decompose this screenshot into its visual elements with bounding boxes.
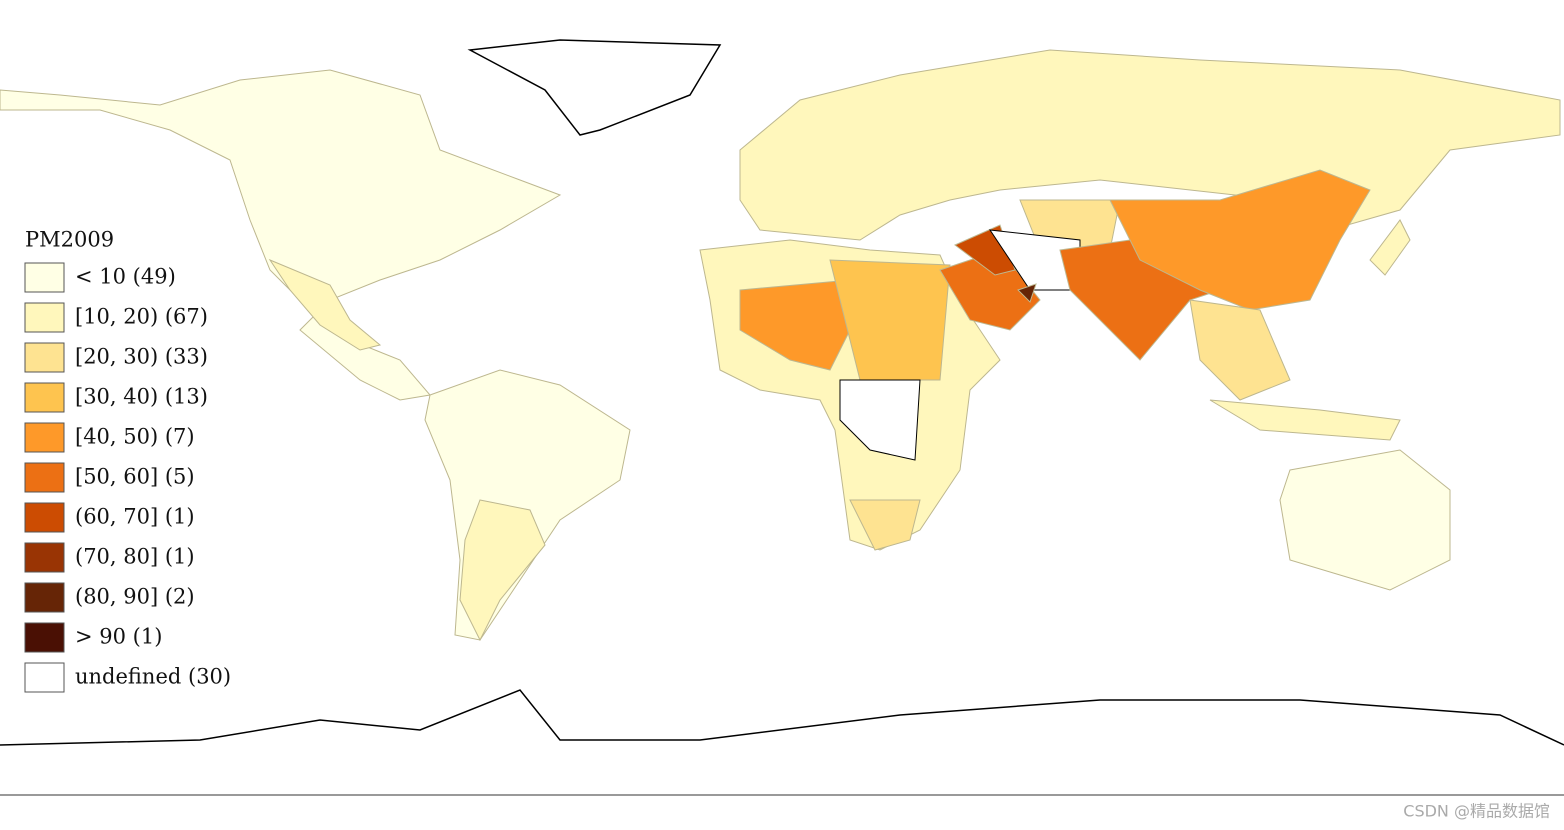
legend-swatch — [24, 462, 65, 493]
sahel-east — [829, 259, 951, 381]
legend-label: (70, 80] (1) — [75, 545, 195, 569]
australia — [1279, 449, 1451, 591]
legend-label: > 90 (1) — [75, 625, 162, 649]
legend-label: [20, 30) (33) — [75, 345, 208, 369]
mexico — [268, 258, 382, 351]
south-america — [424, 369, 631, 641]
legend-title: PM2009 — [25, 228, 114, 252]
legend: PM2009 < 10 (49) [10, 20) (67) [20, 30) (3… — [24, 228, 231, 693]
north-america — [0, 69, 562, 401]
legend-swatch — [24, 502, 65, 533]
legend-swatch — [24, 662, 65, 693]
china — [1109, 169, 1371, 311]
congo-undefined — [839, 379, 921, 461]
legend-swatch — [24, 422, 65, 453]
southern-africa — [849, 499, 921, 551]
legend-label: [30, 40) (13) — [75, 385, 208, 409]
legend-swatch — [24, 262, 65, 293]
legend-label: [50, 60] (5) — [75, 465, 195, 489]
legend-label: [40, 50) (7) — [75, 425, 195, 449]
antarctica — [0, 689, 1564, 746]
greenland — [467, 39, 722, 136]
uae — [1017, 283, 1037, 303]
japan — [1369, 219, 1411, 276]
southeast-asia — [1189, 299, 1291, 401]
legend-label: undefined (30) — [75, 665, 231, 689]
world-map — [0, 39, 1564, 746]
legend-swatch — [24, 342, 65, 373]
argentina — [459, 499, 546, 642]
legend-label: (80, 90] (2) — [75, 585, 195, 609]
watermark: CSDN @精品数据馆 — [1403, 802, 1550, 821]
legend-label: [10, 20) (67) — [75, 305, 208, 329]
legend-swatch — [24, 302, 65, 333]
legend-label: (60, 70] (1) — [75, 505, 195, 529]
legend-label: < 10 (49) — [75, 265, 176, 289]
legend-swatch — [24, 582, 65, 613]
indonesia — [1209, 399, 1401, 441]
legend-swatch — [24, 382, 65, 413]
legend-swatch — [24, 542, 65, 573]
legend-swatch — [24, 622, 65, 653]
